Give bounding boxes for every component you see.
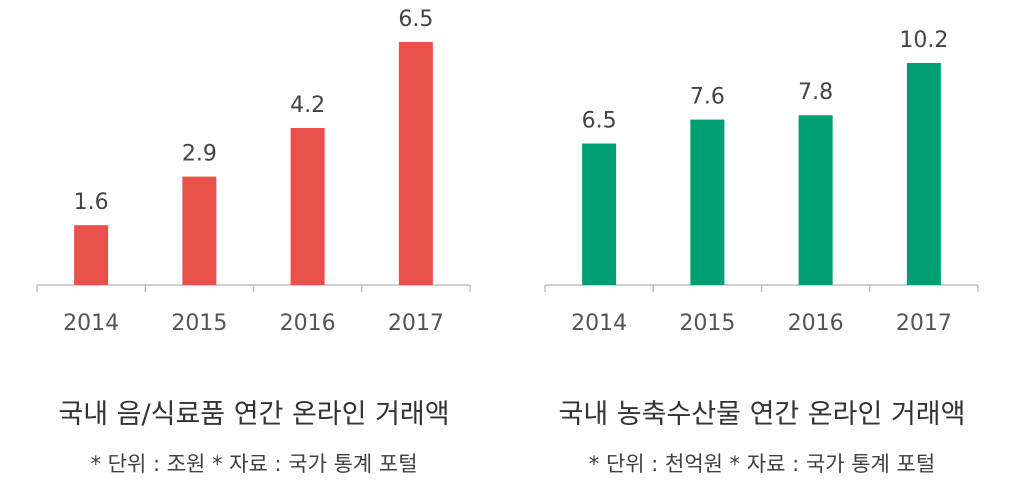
bar-2015 bbox=[182, 176, 217, 285]
bar-2015 bbox=[690, 119, 725, 286]
x-tick-label-2015: 2015 bbox=[171, 311, 227, 336]
x-tick-label-2016: 2016 bbox=[280, 311, 336, 336]
value-label-2017: 6.5 bbox=[398, 7, 433, 32]
chart-panel-food: 1.6 2014 2.9 2015 4.2 2016 6.5 2017 국내 음/식료품 연간… bbox=[0, 0, 508, 500]
x-tick-label-2014: 2014 bbox=[63, 311, 119, 336]
x-tick-label-2017: 2017 bbox=[388, 311, 444, 336]
bar-chart-agri: 6.5 2014 7.6 2015 7.8 2016 10.2 2017 bbox=[544, 28, 979, 336]
x-tick-label-2016: 2016 bbox=[788, 311, 844, 336]
chart-note-agri: * 단위 : 천억원 * 자료 : 국가 통계 포털 bbox=[588, 452, 936, 476]
bar-2014 bbox=[582, 143, 617, 285]
chart-note-food: * 단위 : 조원 * 자료 : 국가 통계 포털 bbox=[90, 452, 418, 476]
value-label-2016: 7.8 bbox=[798, 80, 833, 105]
bar-2016 bbox=[798, 115, 833, 285]
value-label-2015: 7.6 bbox=[690, 85, 725, 110]
value-label-2016: 4.2 bbox=[290, 93, 325, 118]
bar-2017 bbox=[398, 42, 433, 285]
value-label-2014: 1.6 bbox=[74, 190, 109, 215]
bar-chart-food: 1.6 2014 2.9 2015 4.2 2016 6.5 2017 bbox=[36, 7, 471, 336]
value-label-2017: 10.2 bbox=[899, 28, 948, 53]
chart-title-agri: 국내 농축수산물 연간 온라인 거래액 bbox=[558, 399, 966, 430]
x-tick-label-2015: 2015 bbox=[679, 311, 735, 336]
x-tick-label-2014: 2014 bbox=[571, 311, 627, 336]
chart-title-food: 국내 음/식료품 연간 온라인 거래액 bbox=[58, 399, 450, 430]
chart-panel-agri: 6.5 2014 7.6 2015 7.8 2016 10.2 2017 국내 농축수산물 연… bbox=[508, 0, 1016, 500]
bar-2016 bbox=[290, 127, 325, 285]
value-label-2015: 2.9 bbox=[182, 142, 217, 167]
bar-2014 bbox=[74, 225, 109, 285]
x-tick-label-2017: 2017 bbox=[896, 311, 952, 336]
value-label-2014: 6.5 bbox=[582, 109, 617, 134]
bar-2017 bbox=[906, 63, 941, 285]
